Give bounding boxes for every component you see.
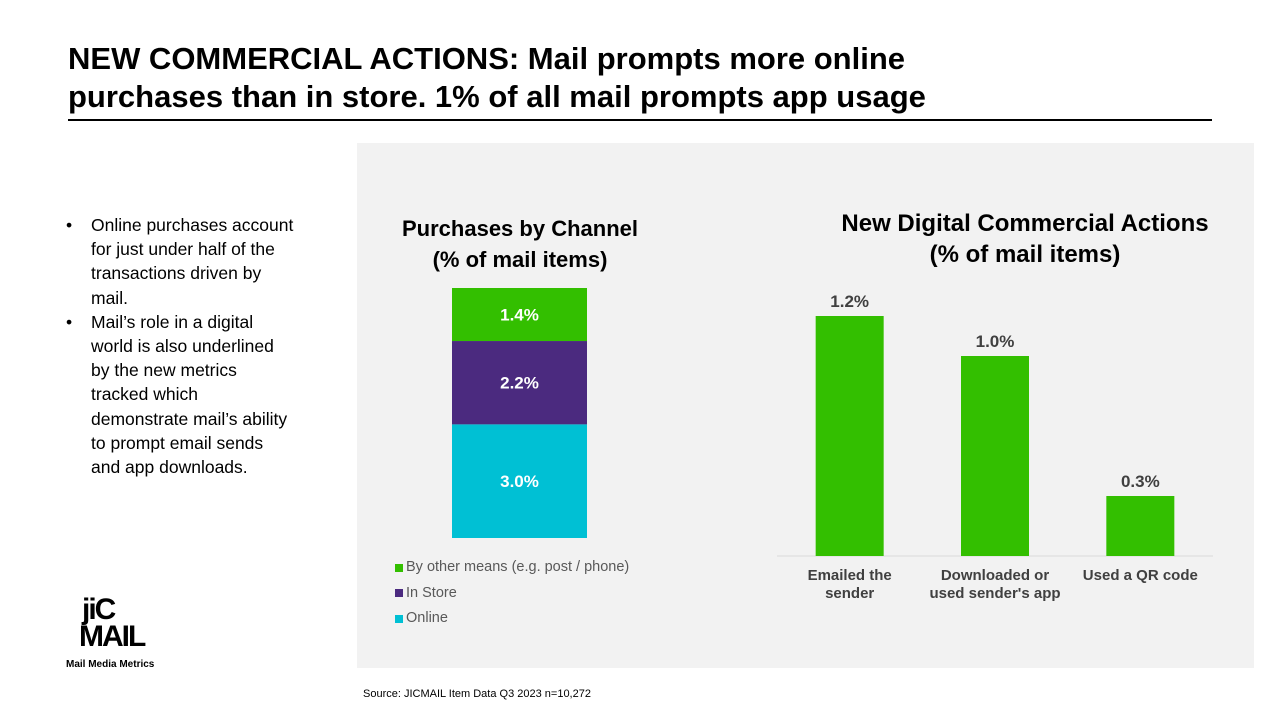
logo-wordmark-top: jiC: [82, 593, 116, 626]
column-data-label: 0.3%: [1121, 472, 1160, 491]
logo-wordmark-bottom: MAIL: [79, 620, 146, 653]
bullet-text: Online purchases account for just under …: [91, 215, 294, 308]
jicmail-logo: jiC MAIL Mail Media Metrics: [66, 593, 166, 676]
bullet-item: • Mail’s role in a digital world is also…: [66, 310, 296, 479]
logo-tagline: Mail Media Metrics: [66, 659, 155, 670]
legend-item: By other means (e.g. post / phone): [395, 555, 629, 581]
stacked-bar-segment-2: [452, 341, 587, 425]
x-tick-label: Emailed the: [808, 567, 892, 584]
legend-label: By other means (e.g. post / phone): [406, 559, 630, 575]
stacked-bar-segment-1: [452, 424, 587, 538]
legend-item: In Store: [395, 581, 629, 607]
slide-title: NEW COMMERCIAL ACTIONS: Mail prompts mor…: [68, 40, 1212, 116]
column-data-label: 1.2%: [830, 292, 869, 311]
chart-title-digital-line-1: New Digital Commercial Actions: [841, 210, 1209, 237]
column-bar-1: [815, 316, 884, 556]
legend-swatch: [395, 614, 403, 623]
chart-title-digital-line-2: (% of mail items): [929, 241, 1121, 268]
legend-label: Online: [406, 610, 448, 626]
chart-title-digital-actions: New Digital Commercial Actions (% of mai…: [790, 208, 1260, 270]
chart-title-purchases-line-2: (% of mail items): [432, 247, 608, 272]
chart-title-purchases-line-1: Purchases by Channel: [402, 216, 638, 241]
stacked-bar-data-label: 3.0%: [500, 472, 539, 491]
x-tick-label: Downloaded or: [941, 567, 1049, 584]
stacked-bar-data-label: 1.4%: [500, 306, 539, 325]
bullet-list: • Online purchases account for just unde…: [66, 213, 296, 479]
column-data-label: 1.0%: [976, 332, 1015, 351]
legend-label: In Store: [406, 584, 457, 601]
legend-swatch: [395, 589, 403, 598]
x-tick-label: Used a QR code: [1083, 567, 1198, 584]
legend-item: Online: [395, 606, 629, 632]
column-bar-2: [961, 356, 1029, 556]
bullet-item: • Online purchases account for just unde…: [66, 213, 296, 310]
bullet-text: Mail’s role in a digital world is also u…: [91, 311, 288, 478]
title-underline: [68, 119, 1212, 121]
stacked-bar-segment-3: [452, 288, 587, 342]
stacked-bar-data-label: 2.2%: [500, 374, 539, 393]
x-tick-label: used sender's app: [929, 585, 1060, 602]
slide-title-line-2: purchases than in store. 1% of all mail …: [68, 79, 926, 114]
legend-swatch: [395, 563, 403, 572]
bullet-dot-icon: •: [66, 311, 73, 332]
x-tick-label: sender: [825, 585, 874, 602]
chart-title-purchases: Purchases by Channel (% of mail items): [375, 213, 665, 275]
source-note: Source: JICMAIL Item Data Q3 2023 n=10,2…: [363, 688, 591, 700]
column-bar-3: [1106, 496, 1175, 556]
bullet-dot-icon: •: [66, 215, 73, 235]
slide-title-line-1: NEW COMMERCIAL ACTIONS: Mail prompts mor…: [68, 41, 906, 76]
stacked-chart-legend: By other means (e.g. post / phone) In Sto…: [395, 555, 629, 632]
